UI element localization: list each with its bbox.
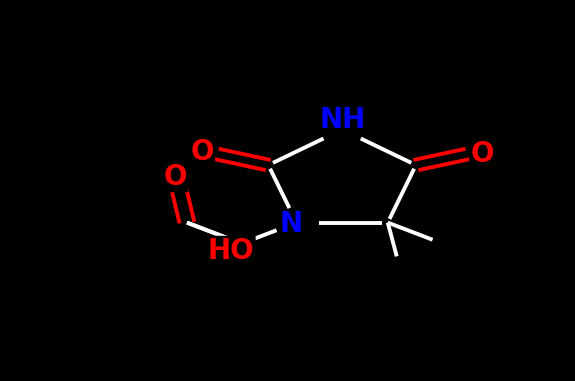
Text: O: O xyxy=(164,163,187,191)
Text: O: O xyxy=(470,140,494,168)
Text: N: N xyxy=(279,210,302,239)
Text: HO: HO xyxy=(208,237,254,265)
Text: O: O xyxy=(190,138,214,166)
Text: NH: NH xyxy=(319,106,365,134)
